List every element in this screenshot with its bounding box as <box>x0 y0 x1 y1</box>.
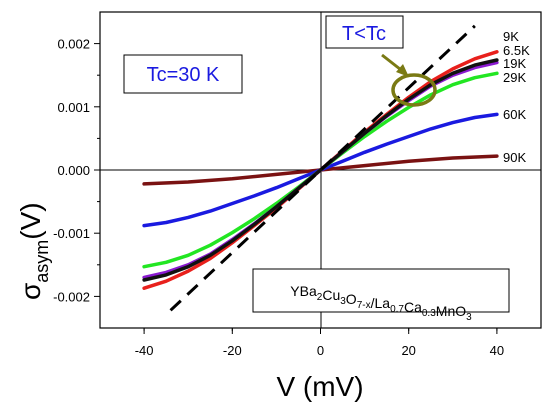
marker-arrow-head <box>396 64 409 77</box>
y-axis-subscript: asym <box>32 240 52 283</box>
series-line-6.5K <box>142 58 499 282</box>
series-label-6.5K: 6.5K <box>503 43 530 58</box>
series-label-90K: 90K <box>503 150 526 165</box>
series-label-60K: 60K <box>503 107 526 122</box>
ticks: -40 -20 0 20 40 -0.002 -0.001 0.000 0.001 0.002 <box>53 37 504 358</box>
y-axis-title: σasym(V) <box>15 202 52 300</box>
y-tick-label: -0.001 <box>53 226 90 241</box>
svg-text:σasym(V): σasym(V) <box>15 202 52 300</box>
series-label-19K: 19K <box>503 56 526 71</box>
x-tick-label: 40 <box>490 343 504 358</box>
y-tick-label: 0.001 <box>57 100 90 115</box>
sample-label: YBa2Cu3O7-x/La0.7Ca0.3MnO3 <box>290 283 472 323</box>
y-axis-unit: (V) <box>15 202 46 239</box>
marker-ellipse <box>391 73 437 107</box>
tlt-box <box>325 15 404 49</box>
y-tick-label: 0.002 <box>57 37 90 52</box>
x-tick-label: -20 <box>223 343 242 358</box>
dashed-reference-line <box>169 24 476 312</box>
x-axis-title: V (mV) <box>276 371 363 402</box>
x-tick-label: -40 <box>135 343 154 358</box>
series-layer <box>142 24 499 312</box>
tlt-label: T<Tc <box>342 23 386 45</box>
x-tick-label: 20 <box>401 343 415 358</box>
tc-box <box>123 54 243 94</box>
y-axis-symbol: σ <box>15 283 46 300</box>
series-label-29K: 29K <box>503 70 526 85</box>
sample-box <box>252 268 510 313</box>
series-label-9K: 9K <box>503 29 519 44</box>
y-tick-label: -0.002 <box>53 289 90 304</box>
tc-label: Tc=30 K <box>147 64 220 86</box>
y-tick-label: 0.000 <box>57 163 90 178</box>
x-tick-label: 0 <box>317 343 324 358</box>
